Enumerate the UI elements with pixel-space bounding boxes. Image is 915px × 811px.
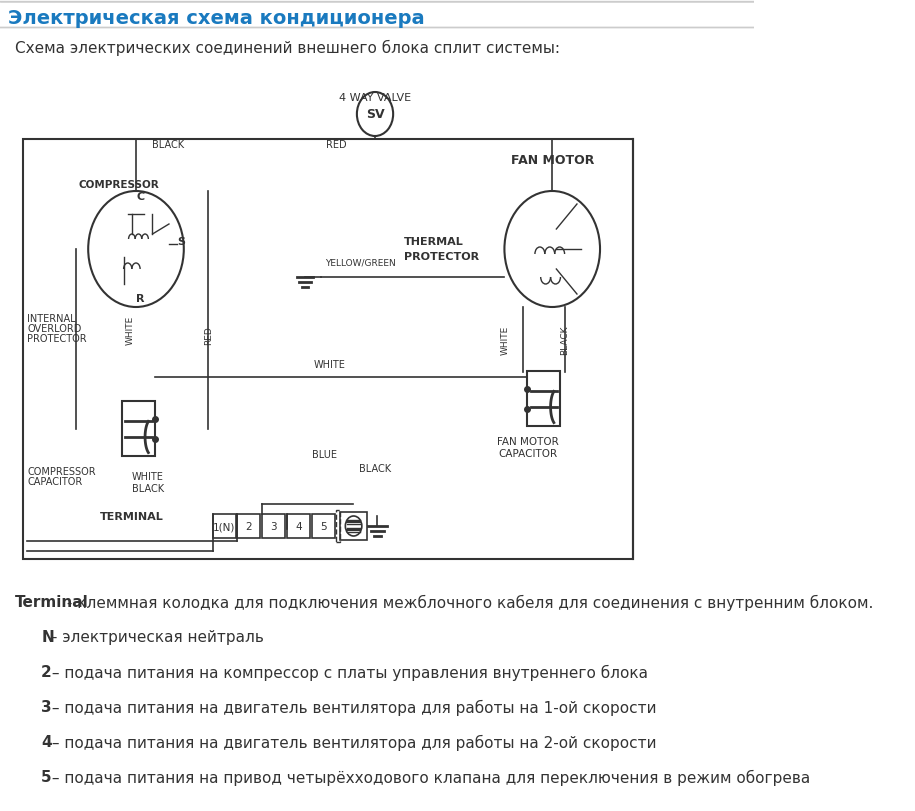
Text: Электрическая схема кондиционера: Электрическая схема кондиционера: [8, 8, 425, 28]
Circle shape: [504, 191, 600, 307]
Text: 4: 4: [41, 734, 52, 749]
Text: - клеммная колодка для подключения межблочного кабеля для соединения с внутренни: - клеммная колодка для подключения межбл…: [62, 594, 874, 611]
Bar: [311, 514, 335, 539]
Text: FAN MOTOR: FAN MOTOR: [511, 153, 594, 166]
Circle shape: [88, 191, 184, 307]
Circle shape: [345, 517, 361, 536]
Text: 4: 4: [295, 521, 302, 531]
Text: R: R: [135, 294, 145, 303]
Bar: [340, 513, 367, 540]
Bar: [286, 514, 310, 539]
Text: SV: SV: [366, 109, 384, 122]
Text: FAN MOTOR: FAN MOTOR: [497, 436, 558, 446]
Bar: [262, 514, 285, 539]
Text: - электрическая нейтраль: - электрическая нейтраль: [48, 629, 264, 644]
Text: COMPRESSOR: COMPRESSOR: [27, 466, 96, 476]
Text: N: N: [41, 629, 54, 644]
Text: – подача питания на двигатель вентилятора для работы на 2-ой скорости: – подача питания на двигатель вентилятор…: [48, 734, 657, 750]
Text: CAPACITOR: CAPACITOR: [27, 476, 82, 487]
Text: 2: 2: [41, 664, 52, 679]
Text: WHITE: WHITE: [501, 325, 510, 354]
Text: COMPRESSOR: COMPRESSOR: [79, 180, 159, 190]
Text: CAPACITOR: CAPACITOR: [498, 448, 557, 458]
Text: BLACK: BLACK: [561, 325, 569, 354]
Text: BLACK: BLACK: [153, 139, 185, 150]
Text: OVERLORD: OVERLORD: [27, 324, 81, 333]
Bar: [528, 371, 561, 427]
Text: – подача питания на компрессор с платы управления внутреннего блока: – подача питания на компрессор с платы у…: [48, 664, 648, 680]
Text: – подача питания на двигатель вентилятора для работы на 1-ой скорости: – подача питания на двигатель вентилятор…: [48, 699, 657, 715]
Text: BLUE: BLUE: [311, 449, 337, 460]
Text: THERMAL: THERMAL: [404, 237, 464, 247]
Text: WHITE: WHITE: [132, 471, 164, 482]
Text: C: C: [136, 191, 145, 202]
Text: WHITE: WHITE: [125, 315, 135, 345]
Text: TERMINAL: TERMINAL: [100, 512, 163, 521]
Text: 4 WAY VALVE: 4 WAY VALVE: [339, 93, 411, 103]
Text: S: S: [178, 237, 186, 247]
Text: BLACK: BLACK: [359, 463, 391, 474]
Text: 5: 5: [41, 769, 52, 784]
Text: 1(N): 1(N): [213, 521, 235, 531]
Text: 2: 2: [245, 521, 253, 531]
Text: 3: 3: [41, 699, 52, 714]
Text: 3: 3: [270, 521, 277, 531]
Text: 5: 5: [319, 521, 327, 531]
Text: PROTECTOR: PROTECTOR: [27, 333, 87, 344]
Bar: [122, 401, 155, 457]
Text: INTERNAL: INTERNAL: [27, 314, 76, 324]
Text: PROTECTOR: PROTECTOR: [404, 251, 479, 262]
Circle shape: [357, 93, 393, 137]
Bar: [23, 139, 633, 560]
Text: WHITE: WHITE: [313, 359, 345, 370]
Text: RED: RED: [204, 326, 213, 345]
Text: RED: RED: [326, 139, 346, 150]
Text: Схема электрических соединений внешнего блока сплит системы:: Схема электрических соединений внешнего …: [15, 40, 560, 56]
Bar: [212, 514, 236, 539]
Bar: [337, 510, 340, 543]
Text: BLACK: BLACK: [132, 483, 164, 493]
Text: YELLOW/GREEN: YELLOW/GREEN: [326, 258, 396, 267]
Bar: [237, 514, 261, 539]
Text: Terminal: Terminal: [15, 594, 89, 609]
Text: – подача питания на привод четырёхходового клапана для переключения в режим обог: – подача питания на привод четырёхходово…: [48, 769, 811, 785]
